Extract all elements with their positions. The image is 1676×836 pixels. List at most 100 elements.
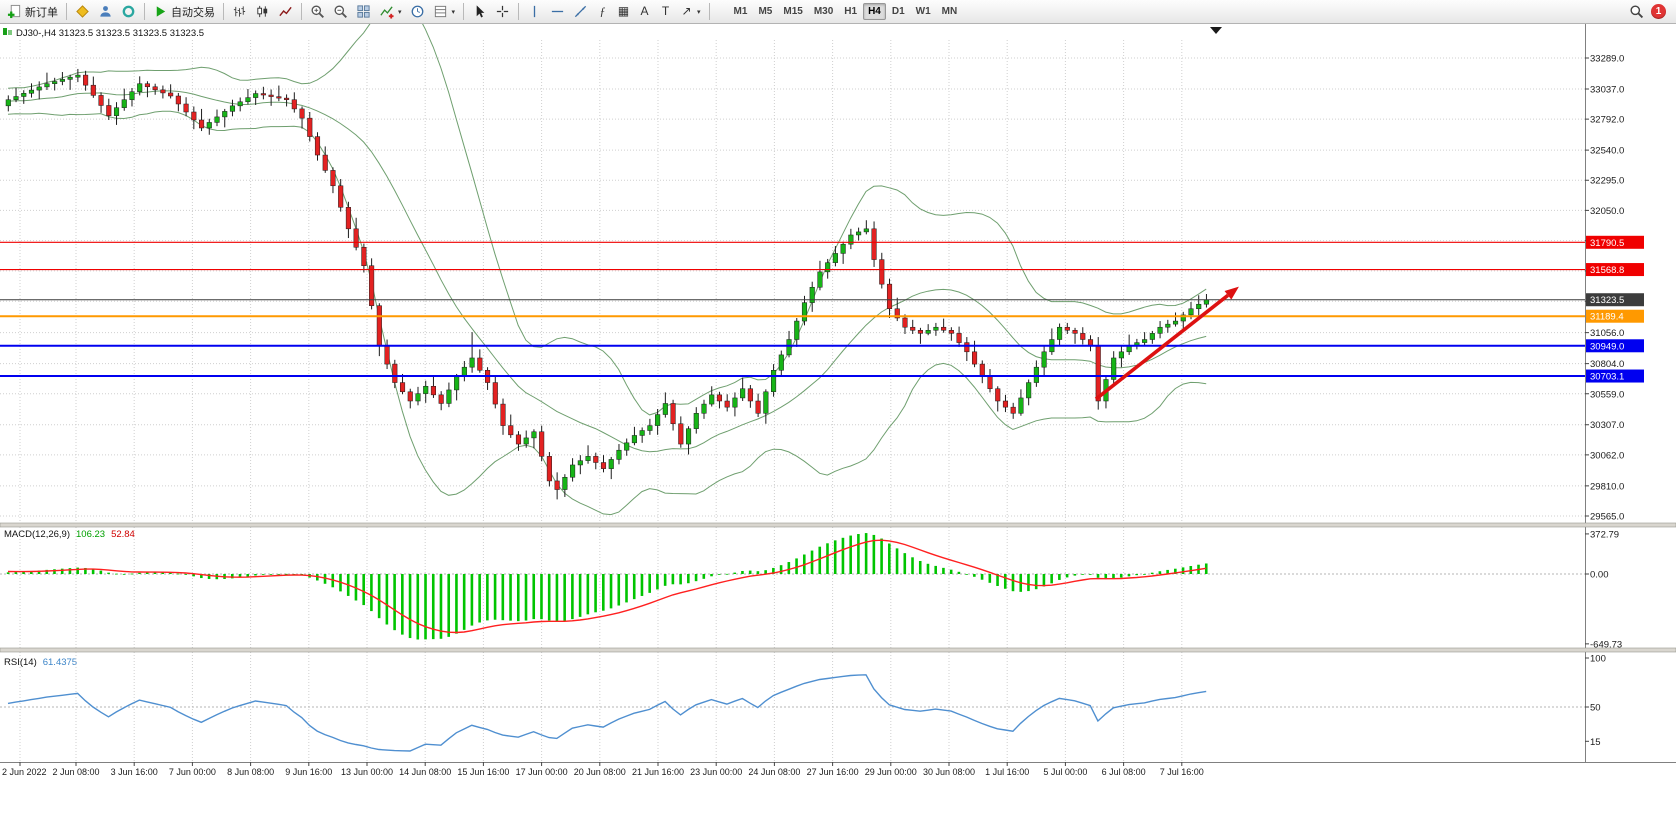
arrow-tool-icon: ↗: [681, 4, 692, 18]
metaquotes-button[interactable]: [72, 3, 93, 20]
time-label: 7 Jun 00:00: [169, 767, 216, 777]
timeframe-H4-button[interactable]: H4: [863, 3, 886, 20]
price-tag: [1586, 235, 1644, 249]
timeframe-H1-button[interactable]: H1: [844, 6, 858, 17]
time-label: 20 Jun 08:00: [574, 767, 626, 777]
periods-button[interactable]: [407, 3, 428, 20]
trendline-tool-button[interactable]: [570, 3, 591, 20]
time-label: 23 Jun 00:00: [690, 767, 742, 777]
chart-ohlc-label: DJ30-,H4 31323.5 31323.5 31323.5 31323.5: [16, 28, 204, 39]
zoom-in-button[interactable]: [307, 3, 328, 20]
arrows-tool-button[interactable]: ↗ ▾: [677, 3, 704, 20]
rsi-axis-label: 15: [1590, 737, 1601, 748]
toolbar-separator: [463, 3, 465, 20]
time-label: 29 Jun 00:00: [865, 767, 917, 777]
timeframe-M5-button[interactable]: M5: [758, 6, 773, 17]
notification-badge[interactable]: 1: [1651, 4, 1666, 19]
text-tool-button[interactable]: A: [635, 3, 654, 20]
top-toolbar: 新订单 自动交易 ▾ ▾ ƒ ▦ A T ↗ ▾ M1 M5 M15 M30 H1 H4 D1…: [0, 0, 1676, 24]
community-button[interactable]: [118, 3, 139, 20]
toolbar-separator: [708, 3, 710, 20]
toolbar-separator: [301, 3, 302, 20]
price-level-lines[interactable]: [0, 241, 1585, 378]
bollinger-lower-band: [7, 110, 1207, 516]
new-order-label: 新订单: [25, 6, 58, 19]
vertical-line-icon: [533, 5, 536, 18]
time-label: 2 Jun 2022: [2, 767, 47, 777]
cursor-icon: [476, 5, 485, 18]
templates-button[interactable]: ▾: [430, 3, 459, 20]
new-order-button[interactable]: 新订单: [4, 3, 61, 21]
macd-axis-label: 372.79: [1590, 529, 1619, 540]
rsi-line: [7, 674, 1207, 752]
indicators-icon: [380, 6, 394, 19]
bollinger-middle-band: [7, 90, 1207, 453]
price-tag: [1586, 263, 1644, 277]
fibonacci-tool-button[interactable]: ƒ: [593, 3, 612, 20]
timeframe-M15-button[interactable]: M15: [783, 6, 803, 17]
auto-trading-button[interactable]: 自动交易: [150, 3, 218, 21]
price-tag-label: 31568.8: [1590, 265, 1624, 276]
time-axis[interactable]: 2 Jun 2022 2 Jun 08:00 3 Jun 16:00 7 Jun 00…: [0, 762, 1676, 777]
time-label: 9 Jun 16:00: [285, 767, 332, 777]
overlays[interactable]: [1094, 27, 1239, 401]
chart-symbol-header: DJ30-,H4 31323.5 31323.5 31323.5 31323.5: [3, 28, 204, 39]
panel-separator-2[interactable]: [0, 647, 1676, 653]
price-axis[interactable]: 33289.0 33037.0 32792.0 32540.0 32295.0 32050…: [1585, 24, 1644, 762]
chart-icon: [3, 28, 7, 35]
price-tick-label: 32295.0: [1590, 176, 1624, 187]
timeframe-D1-button[interactable]: D1: [891, 6, 905, 17]
price-tick-label: 33037.0: [1590, 84, 1624, 95]
time-label: 2 Jun 08:00: [52, 767, 99, 777]
candlestick-chart-button[interactable]: [252, 3, 273, 20]
price-tag-label: 31790.5: [1590, 238, 1624, 249]
dropdown-caret-icon: ▾: [451, 8, 456, 16]
bar-chart-button[interactable]: [229, 3, 250, 20]
dropdown-caret-icon: ▾: [697, 8, 701, 16]
horizontal-line-tool-button[interactable]: [547, 3, 568, 20]
trend-arrow-head[interactable]: [1224, 286, 1239, 300]
shapes-icon: ▦: [617, 4, 630, 18]
macd-label: MACD(12,26,9) 106.23 52.84: [4, 529, 135, 540]
timeframe-M1-button[interactable]: M1: [733, 6, 748, 17]
templates-icon: [434, 5, 446, 18]
person-icon: [100, 6, 111, 17]
line-chart-button[interactable]: [275, 3, 296, 20]
time-label: 15 Jun 16:00: [457, 767, 509, 777]
shapes-tool-button[interactable]: ▦: [614, 3, 633, 20]
price-tick-label: 30804.0: [1590, 359, 1624, 370]
rsi-axis-label: 50: [1590, 703, 1601, 714]
trend-arrow[interactable]: [1094, 293, 1230, 401]
chart-shift-marker[interactable]: [1210, 27, 1222, 34]
macd-signal-line: [7, 539, 1207, 634]
profile-button[interactable]: [95, 3, 116, 20]
timeframe-W1-button[interactable]: W1: [915, 6, 931, 17]
time-label: 27 Jun 16:00: [807, 767, 859, 777]
tile-windows-icon: [357, 5, 370, 18]
tile-windows-button[interactable]: [353, 3, 374, 20]
vertical-line-tool-button[interactable]: [524, 3, 545, 20]
cursor-button[interactable]: [469, 3, 490, 20]
timeframe-MN-button[interactable]: MN: [941, 6, 958, 17]
toolbar-separator: [144, 3, 145, 20]
bar-chart-icon: [233, 6, 246, 17]
label-tool-button[interactable]: T: [656, 3, 675, 20]
zoom-out-button[interactable]: [330, 3, 351, 20]
ring-icon: [122, 5, 135, 18]
time-label: 21 Jun 16:00: [632, 767, 684, 777]
price-tag: [1586, 339, 1644, 353]
price-tick-label: 30307.0: [1590, 420, 1624, 431]
crosshair-button[interactable]: [492, 3, 513, 20]
horizontal-line-icon: [551, 10, 564, 13]
timeframe-M30-button[interactable]: M30: [813, 6, 834, 17]
price-tick-label: 32540.0: [1590, 146, 1624, 157]
panel-separator-1[interactable]: [0, 522, 1676, 528]
search-icon[interactable]: [1629, 4, 1644, 19]
indicators-button[interactable]: ▾: [376, 3, 405, 20]
label-tool-icon: T: [661, 4, 670, 18]
price-tag: [1586, 309, 1644, 323]
time-label: 3 Jun 16:00: [111, 767, 158, 777]
auto-trading-label: 自动交易: [171, 6, 215, 19]
